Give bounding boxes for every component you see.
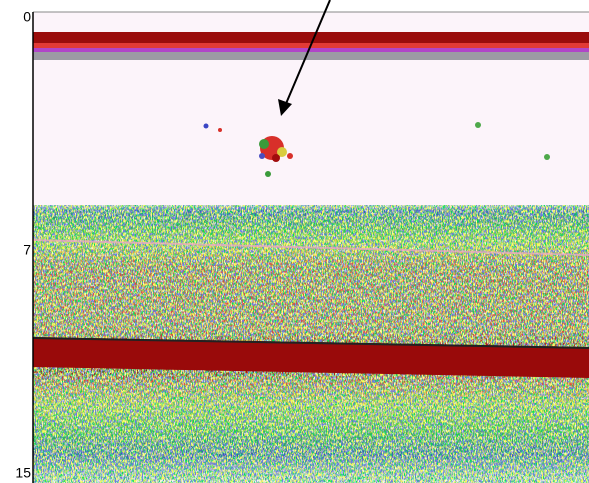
- surface-band: [33, 48, 589, 52]
- surface-band: [33, 52, 589, 60]
- echogram: 0 7 15: [0, 0, 589, 483]
- depth-label: 15: [15, 465, 31, 481]
- surface-band: [33, 32, 589, 43]
- page: 0 7 15 (() => { const data = JSON.parse(…: [0, 0, 589, 483]
- depth-label: 7: [23, 242, 31, 258]
- depth-label: 0: [23, 9, 31, 25]
